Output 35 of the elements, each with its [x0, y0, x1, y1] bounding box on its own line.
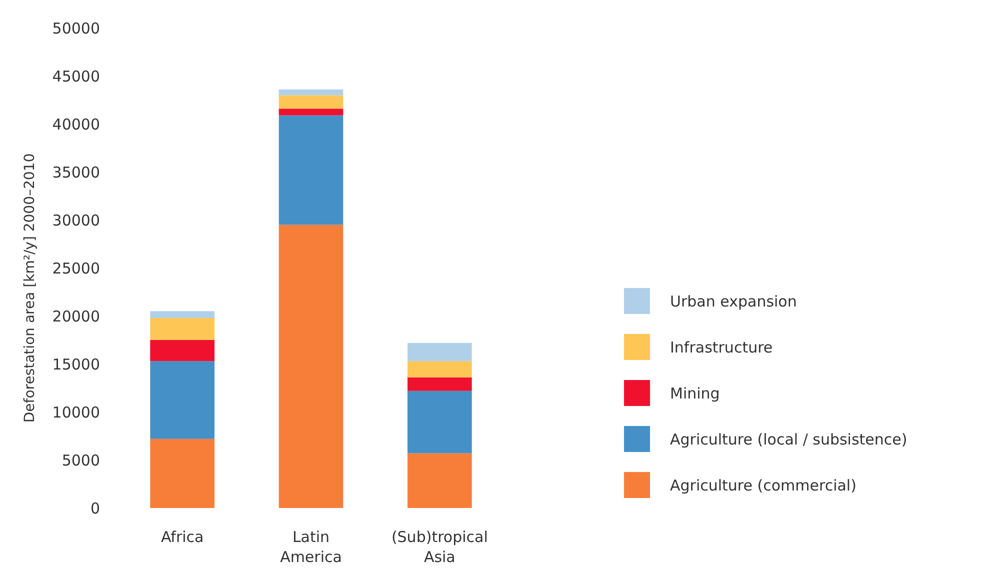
legend-label: Urban expansion — [670, 292, 797, 310]
bar — [408, 361, 472, 378]
y-tick-label: 30000 — [52, 211, 100, 230]
bar — [408, 342, 472, 362]
bar — [408, 390, 472, 454]
y-tick-label: 50000 — [52, 19, 100, 38]
bar — [150, 361, 214, 439]
bar — [408, 453, 472, 508]
bar — [150, 340, 214, 362]
legend-label: Agriculture (commercial) — [670, 476, 856, 494]
y-tick-label: 5000 — [62, 451, 100, 470]
bar — [278, 224, 344, 508]
legend-label: Agriculture (local / subsistence) — [670, 430, 908, 448]
bar — [408, 377, 472, 391]
bar — [278, 115, 344, 225]
y-tick-label: 25000 — [52, 259, 100, 278]
x-tick-label: Latin America — [280, 528, 342, 566]
bar — [278, 89, 344, 96]
bar — [150, 318, 214, 340]
bar — [278, 108, 344, 116]
y-tick-label: 20000 — [52, 307, 100, 326]
y-tick-label: 0 — [90, 499, 100, 518]
y-tick-label: 15000 — [52, 355, 100, 374]
y-tick-label: 35000 — [52, 163, 100, 182]
legend-label: Mining — [670, 384, 720, 402]
y-axis-title: Deforestation area [km²/y] 2000–2010 — [22, 153, 38, 423]
bar — [150, 311, 214, 318]
bar — [150, 438, 214, 508]
y-tick-label: 40000 — [52, 115, 100, 134]
y-tick-label: 10000 — [52, 403, 100, 422]
y-tick-label: 45000 — [52, 67, 100, 86]
bar — [278, 95, 344, 109]
legend-label: Infrastructure — [670, 338, 773, 356]
x-tick-label: (Sub)tropical Asia — [391, 528, 488, 566]
x-tick-label: Africa — [160, 528, 204, 546]
